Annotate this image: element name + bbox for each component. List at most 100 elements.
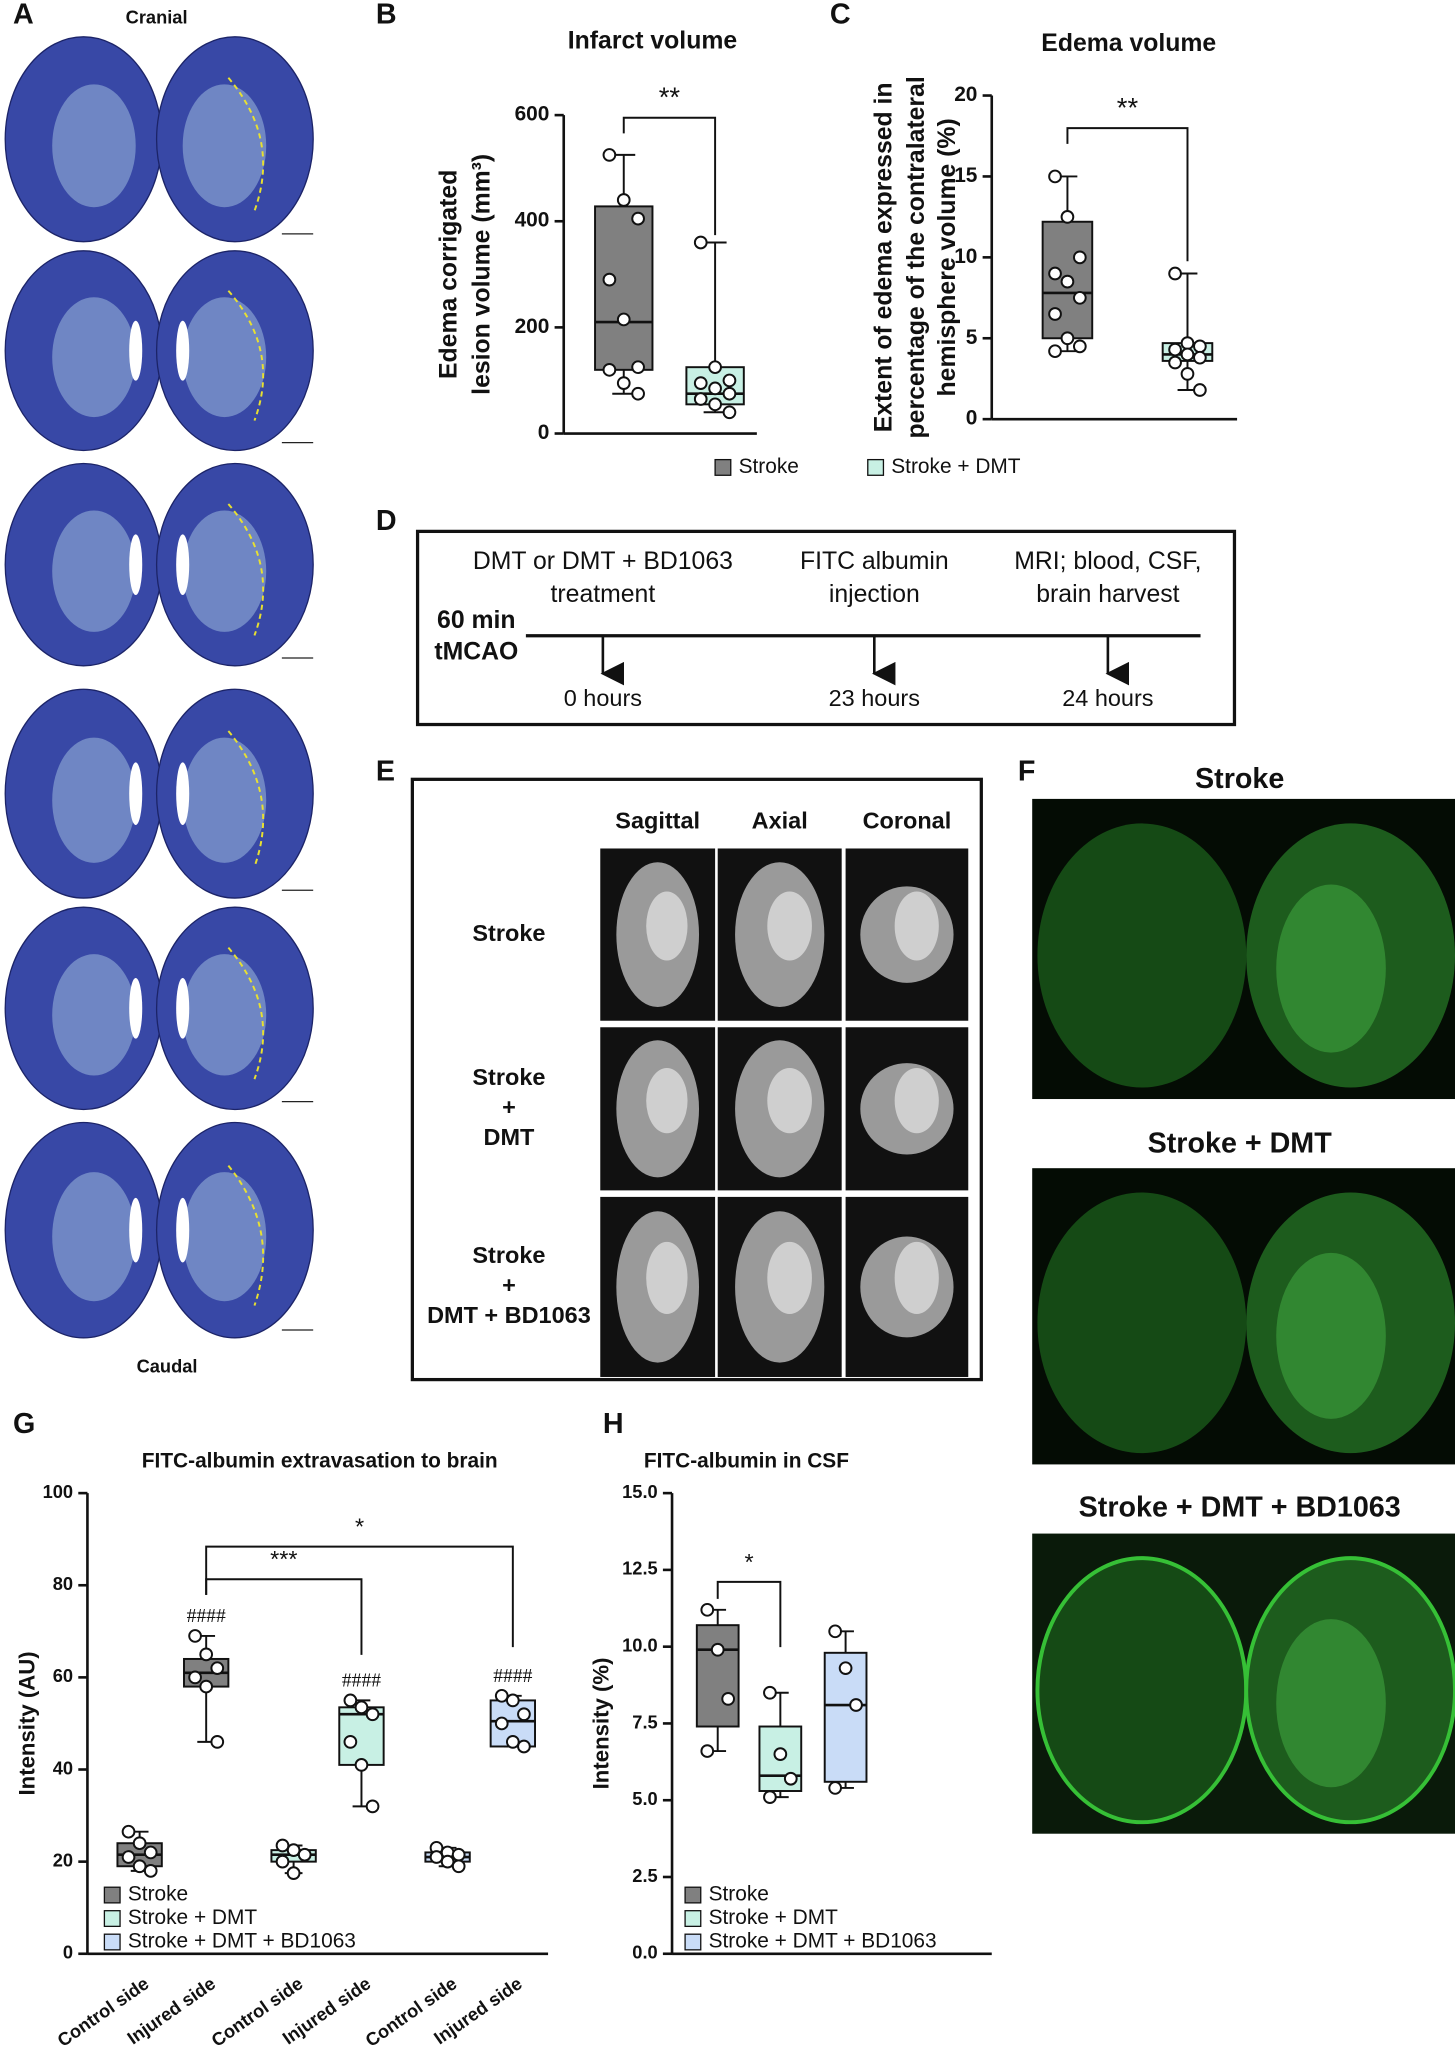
mri-image xyxy=(600,848,716,1021)
mri-lesion xyxy=(894,1241,939,1314)
mri-image xyxy=(717,848,842,1021)
data-point xyxy=(121,1850,136,1864)
data-point xyxy=(700,1744,715,1758)
y-tick-label: 2.5 xyxy=(632,1865,657,1886)
data-point xyxy=(494,1716,509,1731)
data-point xyxy=(1072,250,1087,265)
mri-lesion xyxy=(767,1241,812,1314)
data-point xyxy=(722,405,737,420)
data-point xyxy=(828,1624,843,1639)
significance-label: #### xyxy=(493,1666,532,1687)
data-point xyxy=(616,193,631,207)
significance-label: #### xyxy=(342,1671,381,1692)
mri-frame xyxy=(410,777,983,1382)
image-title: Stroke xyxy=(1195,763,1284,795)
data-point xyxy=(693,235,708,250)
image-title: Stroke + DMT + BD1063 xyxy=(1079,1491,1401,1523)
panel-label: D xyxy=(376,505,397,537)
legend-swatch xyxy=(714,458,732,476)
mri-image xyxy=(600,1027,716,1191)
striatum xyxy=(52,510,136,632)
significance-label: * xyxy=(355,1514,364,1540)
data-point xyxy=(631,211,645,226)
data-point xyxy=(708,397,722,412)
data-point xyxy=(1193,339,1207,354)
data-point xyxy=(763,1790,777,1804)
y-tick-label: 400 xyxy=(515,209,550,232)
data-point xyxy=(343,1735,358,1749)
y-tick-label: 15.0 xyxy=(622,1481,658,1502)
mri-image xyxy=(845,1027,969,1191)
brain-slice xyxy=(4,906,314,1111)
y-tick-label: 100 xyxy=(43,1481,73,1502)
data-point xyxy=(354,1700,369,1715)
hemisphere xyxy=(1037,1192,1247,1454)
data-point xyxy=(1048,169,1062,184)
striatum xyxy=(52,84,136,208)
mri-lesion xyxy=(894,891,939,961)
fluorescence-image xyxy=(1032,1168,1455,1465)
data-point xyxy=(440,1854,455,1869)
row-label: Stroke xyxy=(472,1064,545,1090)
mri-lesion xyxy=(646,891,688,961)
data-point xyxy=(365,1799,380,1814)
data-point xyxy=(1060,210,1075,224)
data-point xyxy=(1072,339,1087,354)
y-tick-label: 20 xyxy=(954,83,977,106)
striatum xyxy=(52,954,136,1076)
data-point xyxy=(849,1698,863,1712)
row-label: + xyxy=(502,1272,516,1298)
legend-label: Stroke + DMT xyxy=(891,455,1020,478)
data-point xyxy=(451,1859,466,1874)
significance-label: #### xyxy=(187,1606,226,1627)
data-point xyxy=(722,373,737,388)
chart-title: FITC-albumin extravasation to brain xyxy=(142,1449,498,1472)
data-point xyxy=(188,1670,202,1685)
y-tick-label: 20 xyxy=(53,1849,73,1870)
data-point xyxy=(286,1866,301,1881)
data-point xyxy=(721,1692,736,1706)
significance-bracket xyxy=(1066,127,1189,262)
data-point xyxy=(1180,347,1195,362)
data-point xyxy=(429,1850,444,1864)
slice-label: Cranial xyxy=(126,6,188,27)
data-point xyxy=(602,362,617,377)
legend-swatch xyxy=(103,1910,121,1928)
data-point xyxy=(286,1843,301,1857)
event-time: 0 hours xyxy=(564,685,642,711)
striatum xyxy=(52,297,136,418)
fluorescence-image xyxy=(1032,798,1455,1100)
y-axis-label: Intensity (%) xyxy=(589,1658,614,1790)
ventricle xyxy=(176,320,190,381)
event-time: 24 hours xyxy=(1062,685,1153,711)
data-point xyxy=(210,1735,225,1749)
data-point xyxy=(828,1781,843,1795)
significance-bracket xyxy=(716,1580,782,1648)
y-tick-label: 5.0 xyxy=(632,1788,657,1809)
data-point xyxy=(188,1629,202,1643)
y-tick-label: 200 xyxy=(515,315,550,338)
data-point xyxy=(505,1693,520,1708)
data-point xyxy=(631,386,645,401)
column-header: Axial xyxy=(752,808,808,834)
legend-swatch xyxy=(684,1910,702,1928)
data-point xyxy=(616,312,631,327)
brain-slice xyxy=(4,688,314,899)
y-axis-label: Edema corrigated xyxy=(436,170,463,379)
legend-swatch xyxy=(103,1886,121,1904)
data-point xyxy=(616,376,631,390)
chart-title: Infarct volume xyxy=(568,28,737,55)
y-tick-label: 0.0 xyxy=(632,1942,657,1963)
brain-slice xyxy=(4,250,314,452)
hemisphere xyxy=(1037,823,1247,1088)
y-axis-label: Intensity (AU) xyxy=(15,1651,40,1795)
data-point xyxy=(710,1642,725,1657)
mri-image xyxy=(717,1196,842,1377)
y-tick-label: 12.5 xyxy=(622,1558,658,1579)
y-tick-label: 60 xyxy=(53,1665,73,1686)
data-point xyxy=(783,1771,798,1786)
slice-label: Caudal xyxy=(137,1356,198,1377)
data-point xyxy=(708,381,722,396)
timeline-frame xyxy=(415,529,1237,727)
